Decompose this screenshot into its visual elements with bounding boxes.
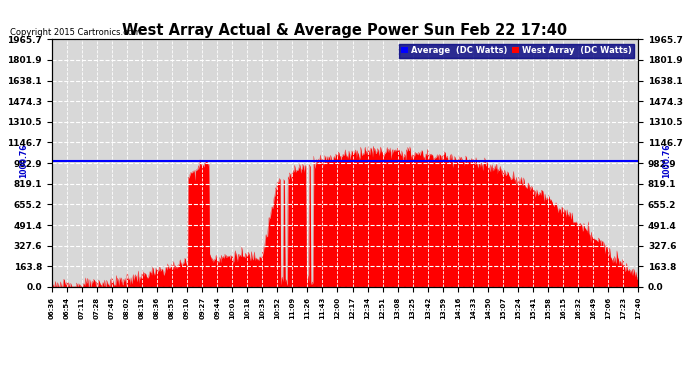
Title: West Array Actual & Average Power Sun Feb 22 17:40: West Array Actual & Average Power Sun Fe… [122,23,568,38]
Text: 1000.76: 1000.76 [19,144,28,178]
Legend: Average  (DC Watts), West Array  (DC Watts): Average (DC Watts), West Array (DC Watts… [399,44,634,57]
Text: 1000.76: 1000.76 [662,144,671,178]
Text: Copyright 2015 Cartronics.com: Copyright 2015 Cartronics.com [10,28,141,37]
